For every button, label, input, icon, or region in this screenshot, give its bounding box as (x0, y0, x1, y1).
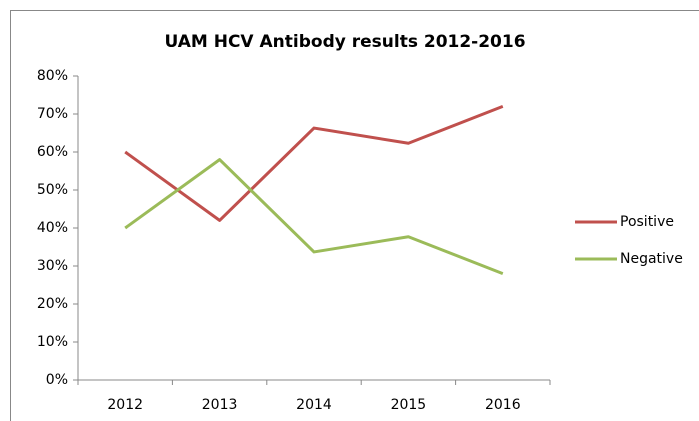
y-tick-label: 40% (37, 220, 68, 236)
chart-title: UAM HCV Antibody results 2012-2016 (164, 32, 525, 52)
y-tick-label: 60% (37, 144, 68, 160)
series-line (124, 158, 504, 275)
y-tick-label: 0% (46, 372, 68, 388)
chart-frame (10, 10, 699, 421)
x-tick-label: 2014 (296, 397, 332, 413)
x-tick-label: 2016 (485, 397, 521, 413)
series-line (124, 105, 504, 222)
y-tick-label: 50% (37, 182, 68, 198)
legend-label: Positive (620, 214, 674, 230)
y-tick-label: 30% (37, 258, 68, 274)
legend-label: Negative (620, 251, 683, 267)
x-tick-label: 2013 (202, 397, 238, 413)
x-tick-label: 2012 (107, 397, 143, 413)
y-tick-label: 80% (37, 68, 68, 84)
x-tick-label: 2015 (391, 397, 427, 413)
y-tick-label: 70% (37, 106, 68, 122)
y-tick-label: 20% (37, 296, 68, 312)
y-tick-label: 10% (37, 334, 68, 350)
